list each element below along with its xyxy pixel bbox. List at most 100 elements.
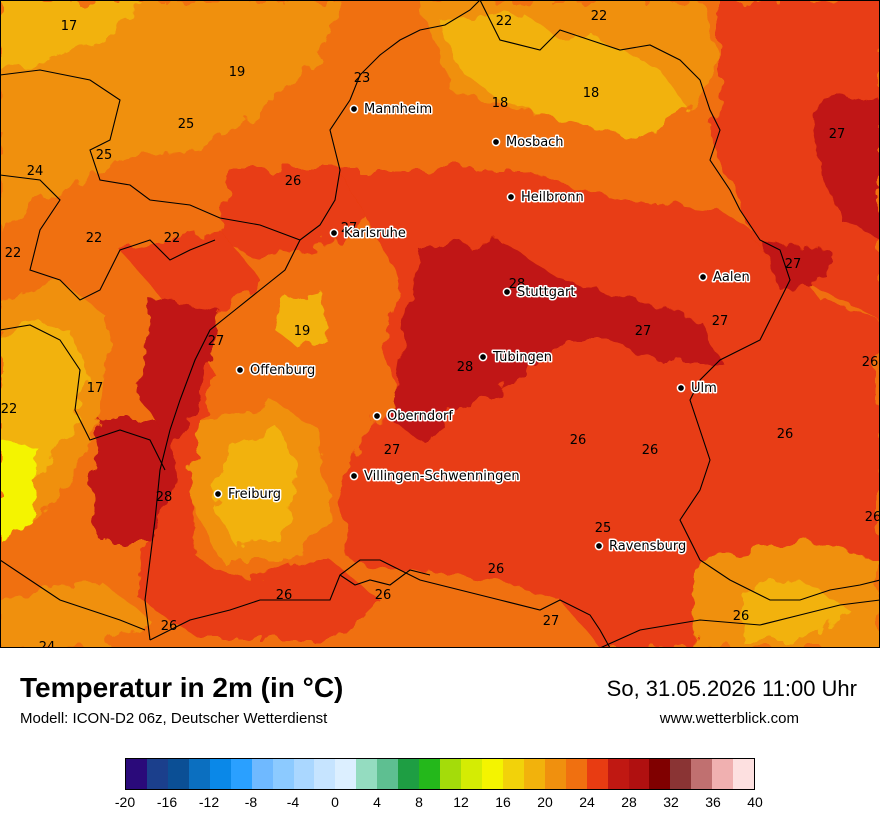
temperature-value: 26 — [276, 588, 293, 603]
temperature-value: 18 — [492, 96, 509, 111]
city-marker: Mannheim — [349, 101, 434, 119]
border-rhine — [144, 239, 301, 641]
very-hot-offenburg — [140, 300, 220, 440]
legend-tick-label: 4 — [373, 794, 381, 810]
temperature-value: 24 — [27, 164, 44, 179]
temperature-value: 26 — [570, 433, 587, 448]
legend-swatch — [293, 759, 315, 789]
cool-zone-northwest — [0, 0, 340, 230]
border-schaffhausen — [339, 569, 431, 586]
city-name: Mosbach — [506, 135, 564, 150]
city-dot — [676, 383, 686, 393]
map-footer: Temperatur in 2m (in °C) Modell: ICON-D2… — [0, 648, 880, 830]
legend-swatch — [691, 759, 713, 789]
legend-tick-label: 20 — [537, 794, 553, 810]
cool-patch-1 — [0, 0, 140, 70]
legend-tick-label: -16 — [156, 794, 178, 810]
city-dot — [478, 352, 488, 362]
legend-tick-label: -4 — [286, 794, 300, 810]
temperature-value: 22 — [86, 231, 103, 246]
temperature-value: 28 — [156, 490, 173, 505]
temperature-value: 22 — [5, 246, 22, 261]
temperature-value: 23 — [354, 71, 371, 86]
cool-patch-feldberg — [215, 430, 300, 550]
cool-patch-southwest — [0, 580, 150, 648]
temperature-value: 28 — [457, 360, 474, 375]
legend-swatch — [712, 759, 734, 789]
hot-rhine-valley — [120, 230, 380, 640]
border-west-2 — [0, 174, 216, 301]
cool-patch-allgaeu-2 — [740, 580, 850, 640]
city-dot — [506, 192, 516, 202]
legend-swatch — [209, 759, 231, 789]
temperature-value: 17 — [87, 381, 104, 396]
cool-patch-odenwald — [440, 10, 690, 140]
legend-tick-label: 24 — [579, 794, 595, 810]
legend-swatch — [167, 759, 189, 789]
temperature-value: 26 — [161, 619, 178, 634]
city-marker: Ravensburg — [594, 538, 688, 556]
city-name: Karlsruhe — [344, 226, 406, 241]
legend-swatch — [356, 759, 378, 789]
legend-swatch — [544, 759, 566, 789]
temperature-value: 27 — [829, 127, 846, 142]
city-marker: Aalen — [698, 269, 751, 287]
legend-swatch — [523, 759, 545, 789]
border-south — [149, 559, 611, 648]
temperature-value: 27 — [341, 221, 358, 236]
legend-tick-label: -20 — [114, 794, 136, 810]
legend-swatch — [440, 759, 461, 789]
legend-swatch — [461, 759, 482, 789]
legend-tick-label: 32 — [663, 794, 679, 810]
legend-swatch — [188, 759, 210, 789]
city-name: Ulm — [691, 381, 717, 396]
city-marker: Mosbach — [491, 134, 565, 152]
border-southwest — [0, 559, 146, 631]
temperature-value: 26 — [862, 355, 879, 370]
city-dot — [235, 365, 245, 375]
city-name: Freiburg — [228, 487, 281, 502]
city-marker: Oberndorf — [372, 408, 455, 426]
city-markers: Mannheim Mosbach Heilbronn Karlsruhe Stuttga… — [213, 101, 751, 556]
city-marker: Karlsruhe — [329, 225, 407, 243]
cool-patch-hornisgrinde — [275, 290, 330, 350]
city-name: Oberndorf — [387, 409, 453, 424]
legend-swatch — [481, 759, 503, 789]
legend-tick-label: 12 — [453, 794, 469, 810]
legend-swatch — [126, 759, 147, 789]
legend-swatch — [586, 759, 608, 789]
city-name: Aalen — [713, 270, 750, 285]
temperature-value: 19 — [229, 65, 246, 80]
legend-swatch — [649, 759, 671, 789]
legend-swatch — [335, 759, 357, 789]
temperature-value: 25 — [178, 117, 195, 132]
temperature-value: 28 — [509, 277, 526, 292]
city-name: Mannheim — [364, 102, 432, 117]
city-name: Ravensburg — [609, 539, 686, 554]
legend-swatch — [607, 759, 629, 789]
temperature-value: 26 — [642, 443, 659, 458]
map-title: Temperatur in 2m (in °C) — [20, 672, 344, 703]
temperature-value: 27 — [785, 257, 802, 272]
legend-tick-label: -12 — [198, 794, 220, 810]
legend-swatch — [251, 759, 273, 789]
very-hot-aalen — [760, 240, 830, 290]
legend-tick-label: 40 — [747, 794, 763, 810]
city-marker: Stuttgart — [502, 284, 577, 302]
temperature-value: 25 — [595, 521, 612, 536]
legend-tick-label: 28 — [621, 794, 637, 810]
forecast-datetime: So, 31.05.2026 11:00 Uhr — [606, 676, 857, 701]
city-marker: Villingen-Schwenningen — [349, 468, 521, 486]
temperature-value: 26 — [777, 427, 794, 442]
temperature-value: 27 — [384, 443, 401, 458]
website-link[interactable]: www.wetterblick.com — [659, 710, 799, 727]
temperature-value: 22 — [1, 402, 18, 417]
border-west-1 — [0, 324, 166, 471]
city-dot — [213, 489, 223, 499]
legend-swatch — [419, 759, 441, 789]
temperature-value: 17 — [61, 19, 78, 34]
model-subtitle: Modell: ICON-D2 06z, Deutscher Wetterdie… — [20, 710, 328, 727]
legend-swatch — [670, 759, 692, 789]
city-dot — [502, 287, 512, 297]
legend-swatch — [733, 759, 755, 789]
